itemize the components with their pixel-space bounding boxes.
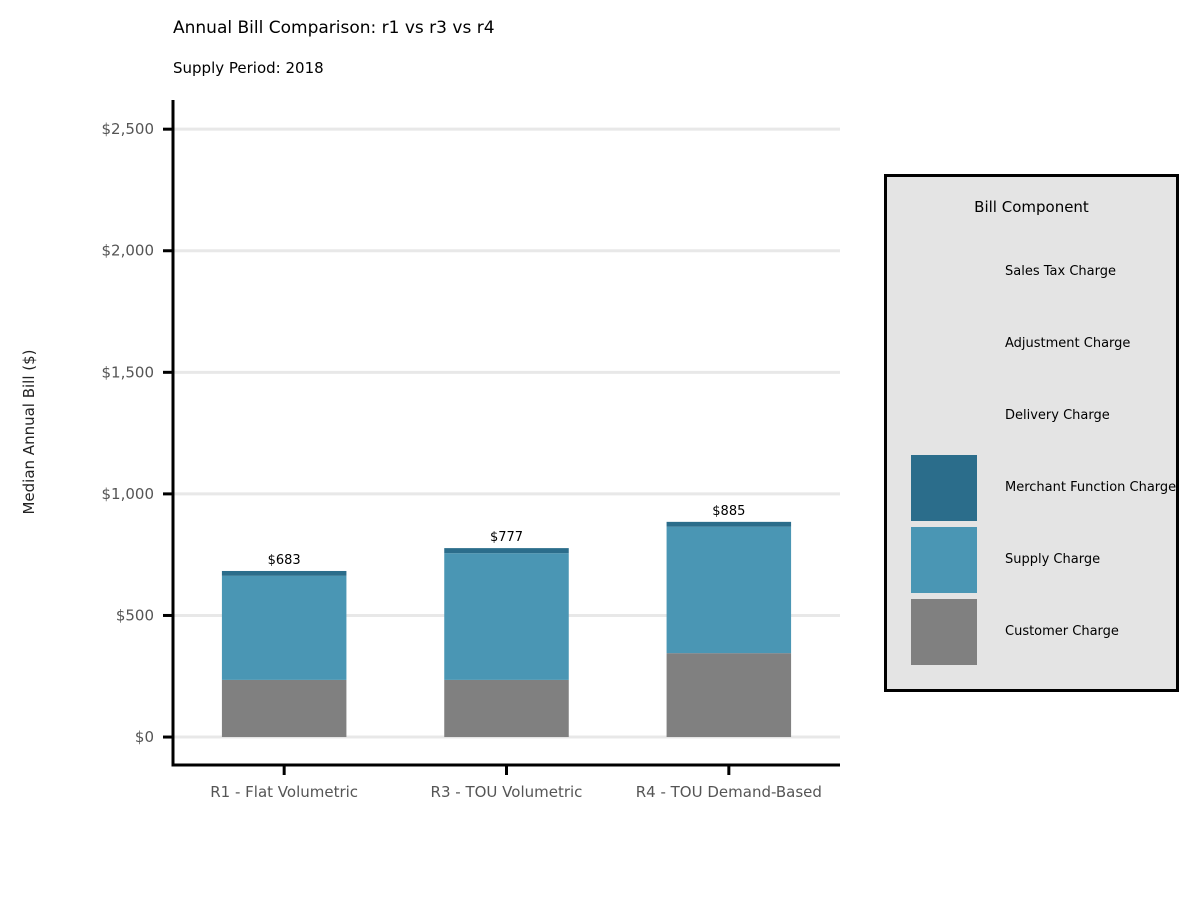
legend-swatch [911, 455, 977, 521]
legend-item-delivery: Delivery Charge [911, 383, 1171, 449]
bar-total-label: $885 [712, 504, 745, 519]
legend-item-merchant-function: Merchant Function Charge [911, 455, 1176, 521]
legend-swatch [911, 239, 977, 305]
legend-title: Bill Component [974, 198, 1089, 216]
legend-label: Sales Tax Charge [1005, 264, 1116, 279]
y-tick-label: $2,500 [102, 120, 155, 138]
bar-segment [221, 679, 347, 738]
bar-segment [221, 570, 347, 576]
legend-item-supply: Supply Charge [911, 527, 1171, 593]
y-tick-label: $1,000 [102, 485, 155, 503]
bar-segment [666, 653, 792, 738]
legend-swatch [911, 383, 977, 449]
bar-segment [444, 679, 569, 738]
legend-label: Supply Charge [1005, 552, 1101, 567]
legend-label: Delivery Charge [1005, 408, 1110, 423]
legend-label: Customer Charge [1005, 624, 1119, 639]
legend-item-adjustment: Adjustment Charge [911, 311, 1171, 377]
bar-segment [666, 521, 792, 527]
bar-total-label: $683 [268, 553, 301, 568]
legend: Bill Component Sales Tax Charge Adjustme… [884, 174, 1179, 692]
legend-swatch [911, 599, 977, 665]
y-tick-label: $1,500 [102, 363, 155, 381]
x-tick-label: R3 - TOU Volumetric [431, 783, 583, 801]
chart-title: Annual Bill Comparison: r1 vs r3 vs r4 [173, 18, 495, 38]
bar-chart: $0 $500 $1,000 $1,500 $2,000 $2,500 $683 R1 - F… [102, 100, 840, 801]
bar-segment [444, 553, 569, 680]
y-tick-label: $500 [116, 606, 154, 624]
bar-total-label: $777 [490, 530, 523, 545]
bar-segment [666, 526, 792, 654]
legend-label: Adjustment Charge [1005, 336, 1131, 351]
chart-subtitle: Supply Period: 2018 [173, 59, 324, 77]
legend-swatch [911, 527, 977, 593]
x-tick-label: R4 - TOU Demand-Based [636, 783, 822, 801]
y-tick-label: $2,000 [102, 242, 155, 260]
legend-swatch [911, 311, 977, 377]
legend-label: Merchant Function Charge [1005, 480, 1177, 495]
legend-item-sales-tax: Sales Tax Charge [911, 239, 1171, 305]
bar-segment [444, 548, 569, 554]
legend-item-customer: Customer Charge [911, 599, 1171, 665]
x-tick-label: R1 - Flat Volumetric [210, 783, 358, 801]
y-tick-label: $0 [135, 728, 154, 746]
bar-segment [221, 575, 347, 680]
